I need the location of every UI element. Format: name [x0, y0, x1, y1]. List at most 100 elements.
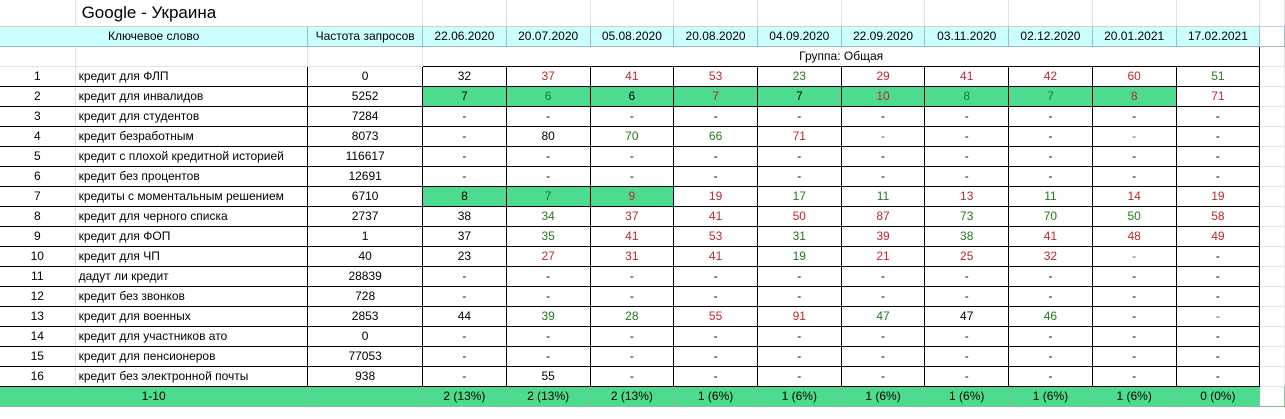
position-cell[interactable]: 23 [422, 246, 507, 267]
keyword-cell[interactable]: кредит с плохой кредитной историей [74, 146, 309, 167]
position-cell[interactable]: 8 [1092, 86, 1177, 107]
position-cell[interactable]: - [1176, 106, 1261, 127]
position-cell[interactable]: - [673, 366, 758, 387]
position-cell[interactable]: 58 [1176, 206, 1261, 227]
header-date[interactable]: 22.06.2020 [422, 26, 507, 47]
empty-cell[interactable] [924, 0, 1010, 27]
position-cell[interactable]: - [1176, 326, 1261, 347]
position-cell[interactable]: 50 [1092, 206, 1177, 227]
position-cell[interactable]: - [673, 146, 758, 167]
keyword-cell[interactable]: кредит без процентов [74, 166, 309, 187]
position-cell[interactable]: 60 [1092, 66, 1177, 87]
position-cell[interactable]: 19 [757, 246, 842, 267]
header-date[interactable]: 20.07.2020 [506, 26, 591, 47]
position-cell[interactable]: - [1092, 266, 1177, 287]
position-cell[interactable]: 31 [590, 246, 675, 267]
position-cell[interactable]: - [757, 366, 842, 387]
position-cell[interactable]: 39 [841, 226, 926, 247]
empty-cell[interactable] [0, 0, 76, 27]
header-date[interactable]: 20.01.2021 [1092, 26, 1177, 47]
empty-cell[interactable] [75, 46, 309, 67]
frequency-cell[interactable]: 938 [307, 366, 424, 387]
position-cell[interactable]: 91 [757, 306, 842, 327]
position-cell[interactable]: - [1092, 126, 1177, 147]
position-cell[interactable]: - [422, 146, 507, 167]
position-cell[interactable]: 25 [924, 246, 1010, 267]
position-cell[interactable]: - [506, 106, 591, 127]
position-cell[interactable]: 13 [924, 186, 1010, 207]
position-cell[interactable]: - [422, 326, 507, 347]
position-cell[interactable]: - [1092, 306, 1177, 327]
position-cell[interactable]: 28 [590, 306, 675, 327]
position-cell[interactable]: - [924, 106, 1010, 127]
position-cell[interactable]: 47 [924, 306, 1010, 327]
position-cell[interactable]: 44 [422, 306, 507, 327]
position-cell[interactable]: - [757, 286, 842, 307]
position-cell[interactable]: - [841, 366, 926, 387]
position-cell[interactable]: 19 [1176, 186, 1261, 207]
empty-cell[interactable] [1259, 326, 1285, 347]
position-cell[interactable]: - [924, 286, 1010, 307]
position-cell[interactable]: - [1092, 166, 1177, 187]
position-cell[interactable]: - [757, 106, 842, 127]
row-number-cell[interactable]: 6 [0, 166, 76, 187]
header-keyword[interactable]: Ключевое слово [0, 26, 309, 47]
position-cell[interactable]: - [1092, 346, 1177, 367]
position-cell[interactable]: - [673, 286, 758, 307]
position-cell[interactable]: 37 [590, 206, 675, 227]
position-cell[interactable]: 41 [590, 226, 675, 247]
position-cell[interactable]: - [506, 166, 591, 187]
keyword-cell[interactable]: кредит для студентов [74, 106, 309, 127]
position-cell[interactable]: - [757, 326, 842, 347]
summary-value-cell[interactable]: 2 (13%) [506, 386, 591, 407]
position-cell[interactable]: - [841, 166, 926, 187]
position-cell[interactable]: - [422, 366, 507, 387]
empty-cell[interactable] [1008, 0, 1093, 27]
summary-value-cell[interactable]: 0 (0%) [1176, 386, 1261, 407]
position-cell[interactable]: 73 [924, 206, 1010, 227]
position-cell[interactable]: - [841, 326, 926, 347]
group-label[interactable]: Группа: Общая [422, 46, 1261, 67]
row-number-cell[interactable]: 13 [0, 306, 76, 327]
position-cell[interactable]: 6 [590, 86, 675, 107]
position-cell[interactable]: 7 [673, 86, 758, 107]
empty-cell[interactable] [1259, 86, 1285, 107]
position-cell[interactable]: 8 [422, 186, 507, 207]
empty-cell[interactable] [307, 46, 424, 67]
position-cell[interactable]: 34 [506, 206, 591, 227]
position-cell[interactable]: - [1176, 146, 1261, 167]
position-cell[interactable]: - [757, 166, 842, 187]
frequency-cell[interactable]: 116617 [307, 146, 424, 167]
keyword-cell[interactable]: дадут ли кредит [74, 266, 309, 287]
keyword-cell[interactable]: кредит для ЧП [74, 246, 309, 267]
position-cell[interactable]: - [506, 146, 591, 167]
keyword-cell[interactable]: кредит для военных [74, 306, 309, 327]
header-frequency[interactable]: Частота запросов [307, 26, 424, 47]
frequency-cell[interactable]: 0 [307, 66, 424, 87]
position-cell[interactable]: - [673, 326, 758, 347]
position-cell[interactable]: - [422, 346, 507, 367]
position-cell[interactable]: - [757, 266, 842, 287]
empty-cell[interactable] [1176, 0, 1261, 27]
keyword-cell[interactable]: кредит для пенсионеров [74, 346, 309, 367]
position-cell[interactable]: 11 [1008, 186, 1093, 207]
position-cell[interactable]: 70 [1008, 206, 1093, 227]
position-cell[interactable]: 32 [1008, 246, 1093, 267]
empty-cell[interactable] [1259, 286, 1285, 307]
position-cell[interactable]: - [506, 326, 591, 347]
summary-value-cell[interactable]: 1 (6%) [924, 386, 1010, 407]
position-cell[interactable]: 14 [1092, 186, 1177, 207]
position-cell[interactable]: - [673, 266, 758, 287]
position-cell[interactable]: 27 [506, 246, 591, 267]
frequency-cell[interactable]: 28839 [307, 266, 424, 287]
empty-cell[interactable] [0, 46, 76, 67]
position-cell[interactable]: - [841, 126, 926, 147]
keyword-cell[interactable]: кредит безработным [74, 126, 309, 147]
position-cell[interactable]: 41 [1008, 226, 1093, 247]
position-cell[interactable]: 7 [422, 86, 507, 107]
position-cell[interactable]: 41 [590, 66, 675, 87]
empty-cell[interactable] [422, 0, 507, 27]
position-cell[interactable]: - [1176, 166, 1261, 187]
position-cell[interactable]: - [422, 126, 507, 147]
keyword-cell[interactable]: кредит без звонков [74, 286, 309, 307]
